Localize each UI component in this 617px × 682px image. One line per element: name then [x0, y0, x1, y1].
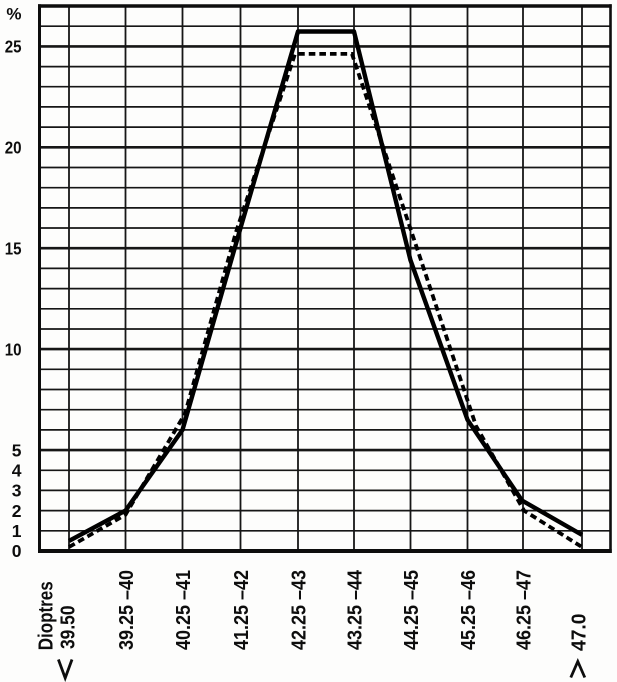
svg-text:39.50: 39.50 [58, 606, 80, 650]
svg-text:4: 4 [12, 461, 22, 481]
svg-text:3: 3 [12, 481, 22, 501]
svg-text:Dioptres: Dioptres [36, 581, 58, 650]
svg-text:%: % [6, 5, 21, 24]
svg-text:42.25 –43: 42.25 –43 [288, 570, 310, 650]
svg-text:47.0: 47.0 [568, 614, 590, 652]
svg-text:15: 15 [5, 238, 22, 258]
svg-text:5: 5 [12, 440, 22, 460]
svg-text:39.25 –40: 39.25 –40 [116, 570, 138, 650]
svg-text:1: 1 [12, 521, 22, 541]
svg-text:20: 20 [5, 138, 22, 158]
svg-text:10: 10 [5, 339, 22, 359]
svg-text:2: 2 [12, 501, 22, 521]
svg-text:45.25 –46: 45.25 –46 [458, 570, 480, 650]
svg-text:0: 0 [12, 541, 22, 561]
svg-text:43.25 –44: 43.25 –44 [344, 569, 366, 650]
svg-text:25: 25 [5, 37, 22, 57]
svg-text:46.25 –47: 46.25 –47 [513, 570, 535, 650]
svg-text:44.25 –45: 44.25 –45 [401, 570, 423, 650]
svg-text:40.25 –41: 40.25 –41 [173, 570, 195, 650]
svg-text:41.25 –42: 41.25 –42 [231, 570, 253, 650]
